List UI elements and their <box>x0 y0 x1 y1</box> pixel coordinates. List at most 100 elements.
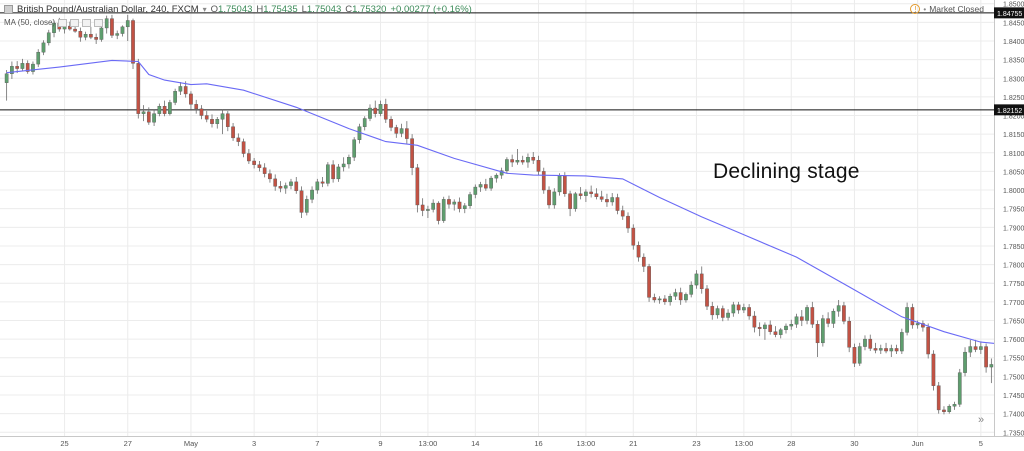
price-tick-label: 1.83500 <box>1003 58 1024 65</box>
candlestick <box>220 109 225 135</box>
settings-icon[interactable] <box>70 18 80 27</box>
price-axis-panel <box>994 0 1024 451</box>
candlestick <box>768 320 773 335</box>
candle-body <box>183 86 188 95</box>
candle-body <box>552 191 557 206</box>
close-icon[interactable] <box>82 18 92 27</box>
candlestick <box>957 368 962 407</box>
price-tick-label: 1.73500 <box>1003 430 1024 437</box>
candle-body <box>736 304 741 311</box>
eye-icon[interactable] <box>58 18 68 27</box>
candlestick <box>684 292 688 303</box>
warning-icon: ! <box>910 4 921 14</box>
candlestick <box>626 212 630 233</box>
candlestick <box>162 100 167 117</box>
candlestick <box>831 308 836 328</box>
candle-body <box>262 167 267 174</box>
change-value: +0.00277 (+0.16%) <box>390 4 472 15</box>
ma-legend[interactable]: MA (50, close) <box>4 18 104 27</box>
candle-body <box>957 372 962 405</box>
price-tick-label: 1.78000 <box>1003 263 1024 270</box>
candle-body <box>168 102 172 114</box>
candle-body <box>852 347 857 364</box>
candlestick <box>826 312 830 328</box>
candle-body <box>599 196 604 200</box>
candlestick <box>752 311 757 333</box>
candle-body <box>20 63 25 69</box>
candlestick <box>447 195 451 209</box>
ma-line <box>6 59 1024 347</box>
time-tick-label: 23 <box>692 439 700 448</box>
candle-body <box>647 266 651 298</box>
candlestick <box>341 157 346 172</box>
time-tick-label: Jun <box>912 439 924 448</box>
candle-body <box>94 37 98 40</box>
candlestick <box>900 328 904 355</box>
candle-body <box>705 288 709 307</box>
candlestick <box>578 187 583 200</box>
candle-body <box>194 104 199 110</box>
candlestick <box>599 190 604 202</box>
candle-body <box>157 106 162 114</box>
candle-body <box>352 139 357 158</box>
candlestick <box>694 270 699 289</box>
candlestick <box>784 323 788 334</box>
candlestick <box>668 293 672 306</box>
level-line-badge <box>994 104 1024 116</box>
time-tick-label: 9 <box>378 439 382 448</box>
candlestick <box>663 295 667 305</box>
candle-body <box>247 153 251 162</box>
price-tick-label: 1.81000 <box>1003 151 1024 158</box>
time-tick-label: 13:00 <box>734 439 753 448</box>
candle-body <box>83 34 88 38</box>
candle-body <box>857 346 862 364</box>
scroll-to-realtime-icon[interactable]: » <box>977 414 985 426</box>
candle-body <box>289 181 293 186</box>
chart-annotation: Declining stage <box>713 160 860 183</box>
candlestick <box>262 163 267 178</box>
candlestick <box>152 109 156 126</box>
candlestick <box>968 339 973 357</box>
candlestick <box>278 181 283 193</box>
market-status[interactable]: ! • Market Closed <box>910 4 984 14</box>
candle-body <box>125 20 130 28</box>
candle-body <box>41 42 46 53</box>
candle-body <box>836 305 841 312</box>
candlestick <box>368 104 372 122</box>
price-tick-label: 1.82500 <box>1003 95 1024 102</box>
price-tick-label: 1.79000 <box>1003 225 1024 232</box>
open-key: O <box>210 4 219 15</box>
more-icon[interactable] <box>94 18 104 27</box>
chevron-down-icon[interactable]: ▾ <box>202 5 207 14</box>
candlestick <box>378 100 383 117</box>
candle-body <box>210 119 214 124</box>
candle-body <box>541 171 546 191</box>
candlestick <box>99 26 104 42</box>
candlestick <box>383 98 388 123</box>
candlestick <box>104 15 109 34</box>
symbol-legend[interactable]: British Pound/Australian Dollar, 240, FX… <box>4 4 472 15</box>
candle-body <box>310 189 314 200</box>
candle-body <box>968 346 973 353</box>
candle-body <box>110 18 114 36</box>
candle-body <box>78 31 83 38</box>
candlestick <box>310 186 314 204</box>
candle-body <box>984 346 988 368</box>
candle-body <box>52 22 56 33</box>
candlestick <box>457 197 462 213</box>
candle-body <box>73 28 77 32</box>
candlestick <box>436 201 441 225</box>
candle-body <box>146 111 151 123</box>
price-tick-label: 1.77000 <box>1003 300 1024 307</box>
candlestick <box>499 167 504 179</box>
candlestick <box>852 343 857 368</box>
candle-body <box>531 157 536 161</box>
candlestick <box>141 105 146 122</box>
candle-body <box>715 308 720 316</box>
candle-body <box>936 385 941 411</box>
candlestick <box>394 124 399 138</box>
candlestick <box>763 322 767 340</box>
candlestick <box>520 155 525 165</box>
candlestick <box>178 81 183 96</box>
